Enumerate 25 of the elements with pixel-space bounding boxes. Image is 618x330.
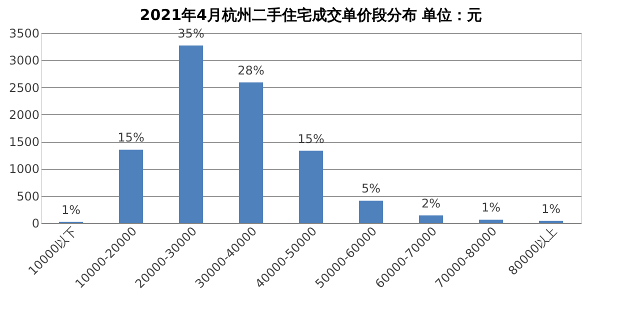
annotation: 1% [481,200,501,215]
annotation: 5% [361,182,381,196]
bar [479,220,503,223]
annotation: 1% [541,202,561,216]
bar [419,215,443,223]
y-tick-label: 1500 [8,135,40,150]
bar [299,150,323,223]
y-tick-label: 3500 [8,26,40,40]
bar [359,200,383,223]
annotation: 35% [178,26,204,40]
y-tick-label: 2000 [8,108,40,122]
y-tick-label: 500 [16,189,40,204]
annotation: 28% [238,63,264,78]
annotation: 1% [61,202,81,217]
bar [119,150,143,223]
annotation: 15% [118,130,144,145]
y-tick-label: 2500 [8,80,40,95]
chart-title: 2021年4月杭州二手住宅成交单价段分布 单位：元 [140,6,482,24]
y-tick-label: 0 [32,216,40,230]
annotation: 2% [421,196,441,210]
y-tick-label: 3000 [8,54,40,68]
y-tick-label: 1000 [8,162,40,176]
bar [239,82,263,223]
annotation: 15% [298,132,324,146]
bar [179,45,203,223]
